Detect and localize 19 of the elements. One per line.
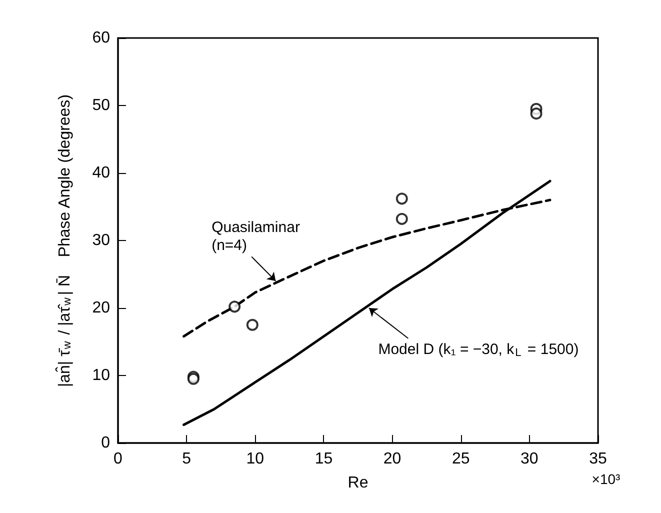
x-tick-label: 0 bbox=[114, 450, 123, 468]
y-tick-label: 40 bbox=[92, 164, 110, 182]
x-tick-label: 10 bbox=[246, 450, 264, 468]
x-tick-label: 35 bbox=[589, 450, 607, 468]
x-tick-label: 25 bbox=[452, 450, 470, 468]
y-tick-label: 60 bbox=[92, 30, 110, 46]
y-tick-label: 50 bbox=[92, 97, 110, 114]
y-tick-label: 0 bbox=[101, 434, 110, 452]
x-tick-label: 15 bbox=[314, 450, 333, 468]
y-tick-label: 30 bbox=[92, 232, 110, 249]
x-tick-label: 20 bbox=[383, 450, 402, 468]
x-tick-label: 30 bbox=[520, 450, 538, 468]
annotation: Quasilaminar (n=4) bbox=[212, 219, 300, 254]
text: ×10³ bbox=[592, 471, 621, 487]
y-axis-title: |an̂| τ̄w / |aτ̂w| N̄ Phase Angle (degrees) bbox=[54, 94, 74, 388]
y-tick-label: 20 bbox=[92, 300, 110, 316]
x-tick-label: 5 bbox=[182, 450, 192, 468]
x-axis-title: Re bbox=[348, 474, 368, 492]
y-tick-label: 10 bbox=[92, 367, 110, 384]
